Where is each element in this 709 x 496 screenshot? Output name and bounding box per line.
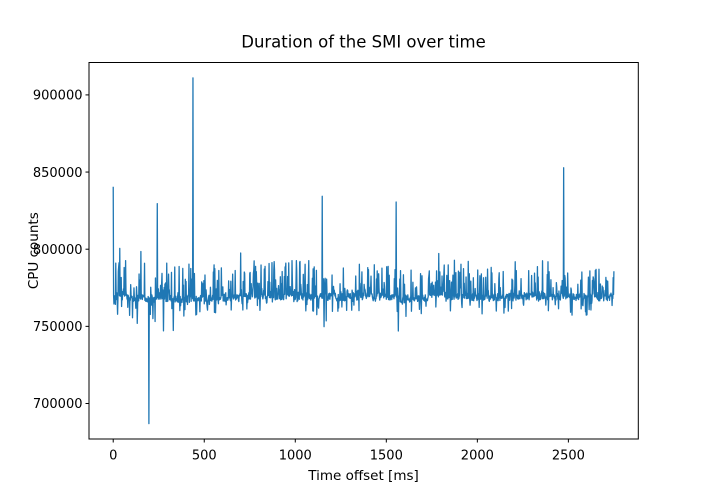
axis-ticks: 0 500 1000 1500 2000 2500 700000 750000 800000 85… [33, 89, 585, 464]
chart-title: Duration of the SMI over time [241, 33, 486, 52]
x-tick-label: 2000 [461, 449, 494, 464]
y-tick-label: 700000 [33, 397, 83, 412]
x-tick-label: 500 [192, 449, 217, 464]
y-tick-label: 850000 [33, 166, 83, 181]
x-tick-label: 2500 [552, 449, 585, 464]
plot-frame [88, 62, 639, 440]
y-tick-label: 800000 [33, 243, 83, 258]
y-axis-label: CPU counts [26, 212, 42, 289]
x-tick-label: 1500 [370, 449, 403, 464]
smi-duration-line [112, 77, 615, 425]
y-tick-label: 750000 [33, 320, 83, 335]
x-axis-label: Time offset [ms] [307, 468, 419, 484]
y-tick-label: 900000 [33, 89, 83, 104]
x-tick-label: 0 [109, 449, 117, 464]
x-tick-label: 1000 [279, 449, 312, 464]
